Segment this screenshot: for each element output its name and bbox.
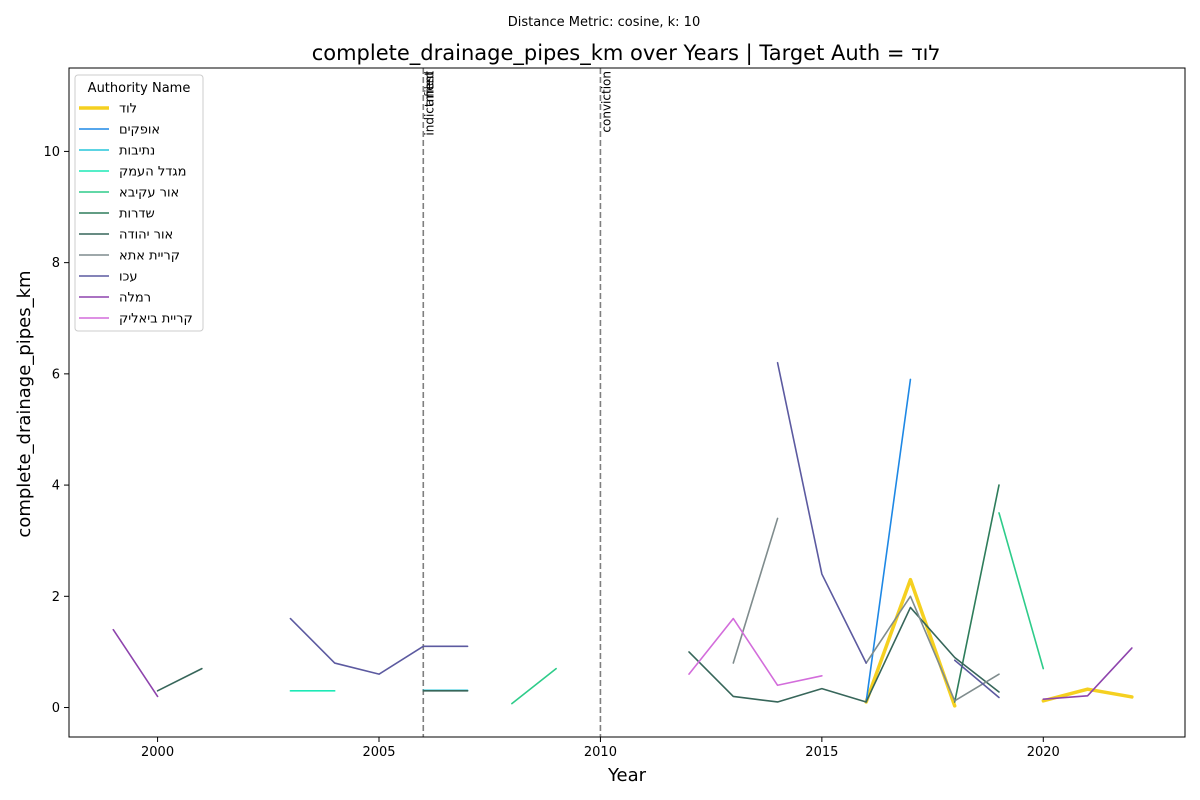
y-tick-label: 0 — [52, 701, 60, 716]
series-line — [732, 517, 779, 664]
event-label: indictment — [422, 71, 436, 136]
legend-label: אופקים — [119, 123, 160, 138]
x-tick-label: 2000 — [141, 745, 174, 760]
legend-title: Authority Name — [88, 81, 191, 96]
legend: Authority Name לוד אופקים נתיבות מגדל העמק א… — [74, 74, 204, 332]
y-tick-label: 10 — [43, 145, 60, 160]
x-tick-label: 2010 — [584, 745, 617, 760]
legend-label: שדרות — [119, 207, 155, 222]
x-tick-label: 2020 — [1027, 745, 1060, 760]
series-line — [1041, 687, 1134, 703]
series-line — [156, 667, 203, 692]
y-tick-label: 6 — [52, 367, 60, 382]
series-line — [864, 577, 957, 708]
y-tick-label: 4 — [52, 479, 60, 494]
series-line — [688, 617, 823, 687]
legend-label: קריית ביאליק — [119, 312, 193, 327]
y-tick-label: 8 — [52, 256, 60, 271]
x-tick-label: 2015 — [805, 745, 838, 760]
series-line — [1042, 647, 1133, 700]
series-lines — [112, 361, 1134, 708]
legend-label: קריית אתא — [119, 249, 180, 264]
x-axis-label: Year — [607, 765, 647, 786]
x-tick-label: 2005 — [362, 745, 395, 760]
series-line — [953, 659, 1000, 699]
legend-label: אור יהודה — [119, 228, 173, 243]
series-line — [776, 361, 867, 664]
legend-label: אור עקיבא — [119, 186, 179, 201]
y-tick-label: 2 — [52, 590, 60, 605]
series-line — [953, 484, 1000, 703]
plot-frame — [68, 67, 1186, 738]
legend-label: מגדל העמק — [119, 165, 187, 180]
plot-area: 2000 2005 2010 2015 2020 0 2 4 6 8 10 indictmentf… — [43, 67, 1186, 760]
event-label: conviction — [599, 71, 613, 133]
legend-label: לוד — [119, 102, 137, 117]
event-label: filed — [422, 71, 436, 97]
series-line — [688, 606, 1000, 703]
event-label: arrest — [422, 71, 436, 106]
series-line — [112, 628, 159, 698]
y-axis-label: complete_drainage_pipes_km — [14, 270, 35, 537]
series-line — [865, 595, 1000, 702]
legend-label: רמלה — [119, 291, 151, 306]
legend-box — [74, 74, 204, 332]
series-line — [998, 512, 1045, 670]
x-axis: 2000 2005 2010 2015 2020 — [141, 737, 1060, 760]
y-axis: 0 2 4 6 8 10 — [43, 145, 69, 716]
series-line — [865, 378, 912, 703]
series-line — [511, 667, 557, 705]
legend-label: עכו — [119, 270, 138, 285]
chart-suptitle: Distance Metric: cosine, k: 10 — [508, 15, 700, 30]
chart-title: complete_drainage_pipes_km over Years | … — [312, 41, 941, 66]
series-line — [289, 617, 469, 675]
legend-label: נתיבות — [119, 144, 155, 159]
